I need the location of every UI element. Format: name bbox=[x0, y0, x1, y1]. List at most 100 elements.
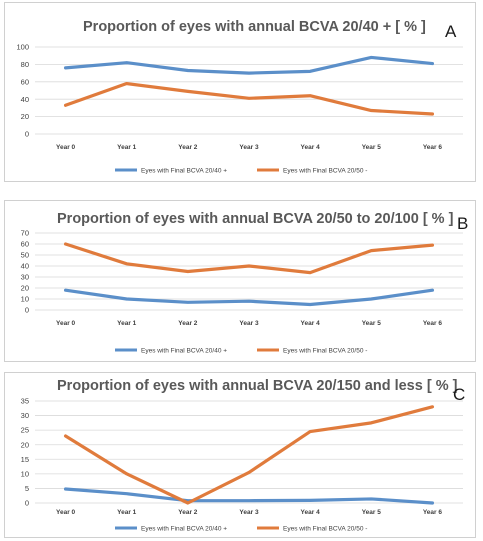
chart-b-series-2-line bbox=[63, 242, 435, 275]
chart-a-panel-letter: A bbox=[445, 22, 457, 41]
chart-c-series-1-point bbox=[247, 499, 251, 502]
chart-b-y-tick-label: 60 bbox=[21, 240, 29, 249]
chart-a-series-2-point bbox=[64, 104, 67, 107]
chart-a-y-tick-label: 0 bbox=[25, 130, 29, 139]
chart-a-x-tick-label: Year 4 bbox=[301, 144, 321, 151]
chart-c-x-tick-label: Year 3 bbox=[239, 509, 259, 516]
chart-b-series-2-point bbox=[64, 242, 67, 246]
chart-a-series-1-point bbox=[247, 71, 251, 75]
chart-c-series-2-point bbox=[247, 471, 251, 474]
chart-b-legend-label-2: Eyes with Final BCVA 20/50 - bbox=[283, 347, 367, 354]
chart-b-legend-label-1: Eyes with Final BCVA 20/40 + bbox=[141, 347, 227, 354]
chart-b-panel-letter: B bbox=[457, 214, 468, 233]
chart-c-series-2-point bbox=[186, 501, 190, 505]
chart-b-title: Proportion of eyes with annual BCVA 20/5… bbox=[57, 211, 454, 227]
chart-a-series-1-point bbox=[64, 66, 67, 70]
chart-c-series-2-point bbox=[370, 421, 373, 425]
chart-c-x-tick-label: Year 2 bbox=[178, 509, 198, 516]
chart-b-series-2-point bbox=[431, 243, 434, 247]
chart-b-x-tick-label: Year 3 bbox=[239, 320, 259, 327]
chart-b-svg: Proportion of eyes with annual BCVA 20/5… bbox=[21, 211, 469, 354]
chart-a-series-1-point bbox=[308, 70, 312, 73]
chart-b-x-tick-label: Year 4 bbox=[301, 320, 321, 327]
chart-c-x-tick-label: Year 0 bbox=[56, 509, 76, 516]
chart-b-x-tick-label: Year 6 bbox=[423, 320, 443, 327]
chart-b-series-1-point bbox=[125, 297, 128, 301]
chart-a-legend-label-2: Eyes with Final BCVA 20/50 - bbox=[283, 167, 367, 174]
chart-c-panel-letter: C bbox=[453, 385, 465, 404]
chart-b-series-2-point bbox=[247, 264, 251, 268]
chart-c-x-tick-label: Year 1 bbox=[117, 509, 137, 516]
chart-a-x-tick-label: Year 1 bbox=[117, 144, 137, 151]
chart-a-series-2-point bbox=[247, 97, 251, 100]
chart-c-svg: Proportion of eyes with annual BCVA 20/1… bbox=[21, 378, 466, 532]
chart-b-series-1-point bbox=[186, 301, 190, 304]
chart-c-y-tick-label: 25 bbox=[21, 426, 29, 435]
chart-c-series-1-point bbox=[64, 487, 67, 491]
chart-b-series-2-point bbox=[125, 262, 128, 265]
chart-a-series-1-point bbox=[431, 62, 434, 65]
chart-c-y-tick-label: 35 bbox=[21, 397, 29, 406]
chart-c-series-2-point bbox=[125, 472, 128, 476]
chart-b-series-2-point bbox=[186, 270, 190, 273]
chart-c-title: Proportion of eyes with annual BCVA 20/1… bbox=[57, 378, 458, 394]
chart-c-series-1-point bbox=[308, 499, 312, 502]
chart-b-y-tick-label: 40 bbox=[21, 262, 29, 271]
chart-a-series-1-point bbox=[370, 56, 373, 59]
chart-a-series-1-line bbox=[63, 55, 435, 75]
chart-b-y-tick-label: 10 bbox=[21, 295, 29, 304]
chart-a-series-2-point bbox=[186, 90, 190, 93]
chart-b-x-tick-label: Year 0 bbox=[56, 320, 76, 327]
chart-a-y-tick-label: 20 bbox=[21, 112, 29, 121]
chart-c-series-2-point bbox=[64, 434, 67, 438]
chart-panel-a: Proportion of eyes with annual BCVA 20/4… bbox=[4, 2, 476, 182]
chart-panel-b: Proportion of eyes with annual BCVA 20/5… bbox=[4, 200, 476, 362]
chart-b-y-tick-label: 20 bbox=[21, 284, 29, 293]
chart-a-x-tick-label: Year 0 bbox=[56, 144, 76, 151]
chart-c-y-tick-label: 10 bbox=[21, 469, 29, 478]
chart-a-y-tick-label: 40 bbox=[21, 95, 29, 104]
chart-c-y-tick-label: 15 bbox=[21, 455, 29, 464]
chart-b-series-1-point bbox=[247, 300, 251, 303]
chart-a-title: Proportion of eyes with annual BCVA 20/4… bbox=[83, 19, 426, 35]
chart-a-x-tick-label: Year 5 bbox=[362, 144, 382, 151]
chart-a-y-tick-label: 100 bbox=[16, 43, 29, 52]
chart-c-x-tick-label: Year 5 bbox=[362, 509, 382, 516]
chart-b-y-tick-label: 30 bbox=[21, 273, 29, 282]
chart-a-series-2-point bbox=[431, 112, 434, 116]
chart-panel-c: Proportion of eyes with annual BCVA 20/1… bbox=[4, 372, 476, 538]
chart-b-y-tick-label: 0 bbox=[25, 306, 29, 315]
chart-b-series-1-point bbox=[308, 303, 312, 306]
chart-b-series-2-point bbox=[308, 271, 312, 274]
chart-c-y-tick-label: 20 bbox=[21, 440, 29, 449]
chart-c-series-2-point bbox=[308, 430, 312, 433]
chart-a-x-tick-label: Year 6 bbox=[423, 144, 443, 151]
chart-a-series-1-point bbox=[125, 61, 128, 64]
chart-c-series-2-point bbox=[431, 405, 434, 409]
chart-b-series-1-point bbox=[431, 289, 434, 292]
chart-c-legend-label-2: Eyes with Final BCVA 20/50 - bbox=[283, 525, 367, 532]
chart-b-y-tick-label: 50 bbox=[21, 251, 29, 260]
chart-b-x-tick-label: Year 1 bbox=[117, 320, 137, 327]
chart-b-series-2-point bbox=[370, 249, 373, 252]
chart-b-series-1-point bbox=[64, 289, 67, 292]
chart-c-legend-label-1: Eyes with Final BCVA 20/40 + bbox=[141, 525, 227, 532]
chart-b-y-tick-label: 70 bbox=[21, 229, 29, 238]
chart-c-y-tick-label: 0 bbox=[25, 499, 29, 508]
chart-a-series-2-point bbox=[308, 94, 312, 97]
chart-c-x-tick-label: Year 6 bbox=[423, 509, 443, 516]
chart-a-x-tick-label: Year 2 bbox=[178, 144, 198, 151]
chart-a-series-2-point bbox=[370, 109, 373, 112]
chart-a-y-tick-label: 60 bbox=[21, 77, 29, 86]
chart-c-y-tick-label: 30 bbox=[21, 411, 29, 420]
chart-c-series-1-point bbox=[431, 501, 434, 505]
chart-a-svg: Proportion of eyes with annual BCVA 20/4… bbox=[16, 19, 463, 174]
chart-b-x-tick-label: Year 5 bbox=[362, 320, 382, 327]
chart-a-y-tick-label: 80 bbox=[21, 60, 29, 69]
chart-c-y-tick-label: 5 bbox=[25, 484, 29, 493]
chart-c-x-tick-label: Year 4 bbox=[301, 509, 321, 516]
chart-b-x-tick-label: Year 2 bbox=[178, 320, 198, 327]
chart-b-series-1-point bbox=[370, 297, 373, 301]
chart-a-legend-label-1: Eyes with Final BCVA 20/40 + bbox=[141, 167, 227, 174]
chart-a-series-2-point bbox=[125, 82, 128, 85]
